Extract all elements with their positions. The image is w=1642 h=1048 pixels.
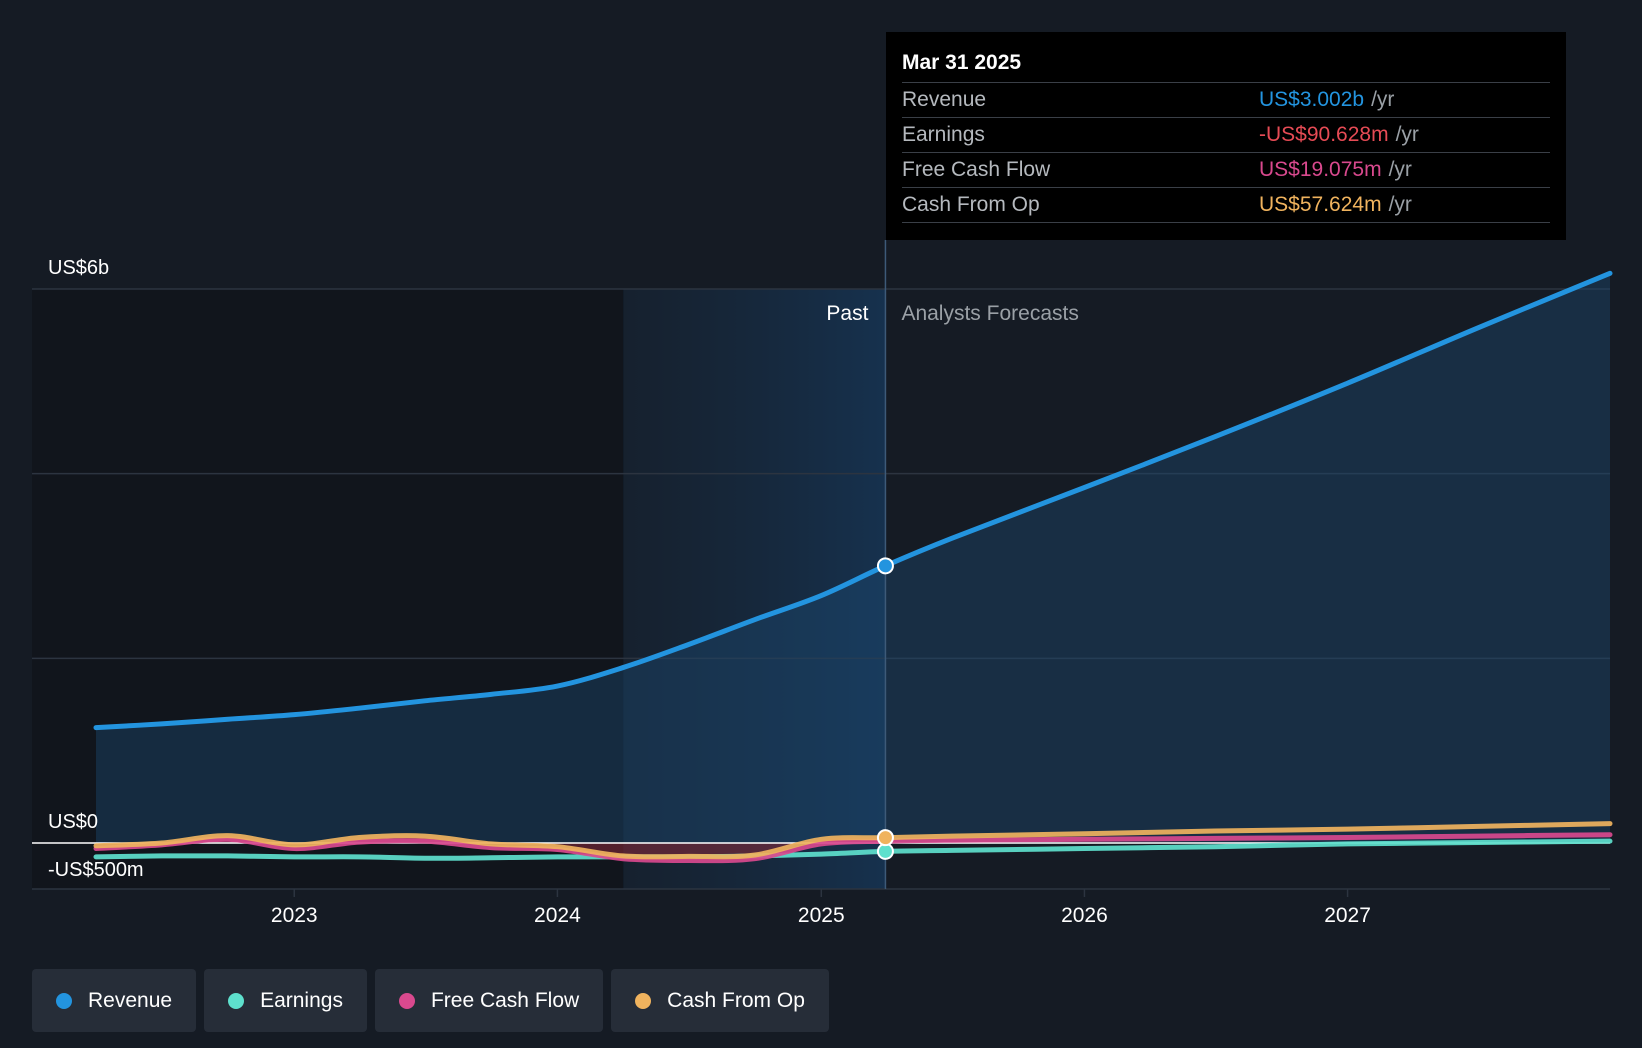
marker-cash-from-op [876,829,894,847]
x-tick-label: 2025 [798,904,845,927]
marker-revenue [876,557,894,575]
negative-earnings-area [96,835,886,857]
tooltip-label: Free Cash Flow [902,158,1051,181]
tooltip-row-revenue: Revenue US$3.002b/yr [902,83,1550,118]
y-axis-labels: US$6b US$0 -US$500m [48,257,144,881]
tooltip-value: US$57.624m [1259,193,1382,216]
tooltip-value: US$3.002b [1259,88,1365,111]
revenue-area [96,273,1610,843]
legend-dot-icon [56,992,72,1009]
legend-item-earnings[interactable]: Earnings [204,969,367,1032]
x-axis-labels: 2023 2024 2025 2026 2027 [271,889,1371,927]
legend-label: Free Cash Flow [430,988,580,1012]
x-tick-label: 2027 [1324,904,1371,927]
past-label: Past [826,302,868,325]
x-tick-label: 2023 [271,904,318,927]
tooltip-row-earnings: Earnings -US$90.628m/yr [902,118,1550,153]
y-tick-label: US$0 [48,811,98,833]
legend-item-cash-from-op[interactable]: Cash From Op [611,969,829,1032]
forecast-label: Analysts Forecasts [901,302,1078,325]
tooltip-row-free-cash-flow: Free Cash Flow US$19.075m/yr [902,153,1550,188]
past-dark-region [32,289,624,889]
y-tick-label: -US$500m [48,859,144,881]
series-line-free-cash-flow [93,832,1613,864]
legend-dot-icon [228,992,245,1009]
x-tick-label: 2026 [1061,904,1108,927]
tooltip-markers [876,557,894,860]
legend-item-free-cash-flow[interactable]: Free Cash Flow [374,969,604,1032]
legend-label: Revenue [88,988,173,1012]
tooltip-date: Mar 31 2025 [902,46,1550,83]
legend-dot-icon [635,992,652,1009]
tooltip-label: Revenue [902,88,987,111]
tooltip-unit: /yr [1371,88,1395,111]
tooltip-row-cash-from-op: Cash From Op US$57.624m/yr [902,188,1550,223]
legend-dot-icon [398,992,415,1009]
tooltip-value: -US$90.628m [1259,123,1389,146]
tooltip-label: Earnings [902,123,985,146]
legend-label: Cash From Op [667,988,805,1012]
series-line-revenue [93,270,1613,731]
tooltip-unit: /yr [1388,158,1412,181]
tooltip-value: US$19.075m [1259,158,1382,181]
tooltip: Mar 31 2025 Revenue US$3.002b/yr Earnings -… [886,32,1566,240]
legend-item-revenue[interactable]: Revenue [32,969,197,1032]
tooltip-unit: /yr [1388,193,1412,216]
series-lines [93,270,1613,864]
legend: Revenue Earnings Free Cash Flow Cash From O… [32,969,829,1032]
x-tick-label: 2024 [534,904,581,927]
y-tick-label: US$6b [48,257,109,279]
tooltip-unit: /yr [1395,123,1419,146]
tooltip-label: Cash From Op [902,193,1040,216]
series-line-cash-from-op [93,821,1613,860]
legend-label: Earnings [260,988,343,1012]
